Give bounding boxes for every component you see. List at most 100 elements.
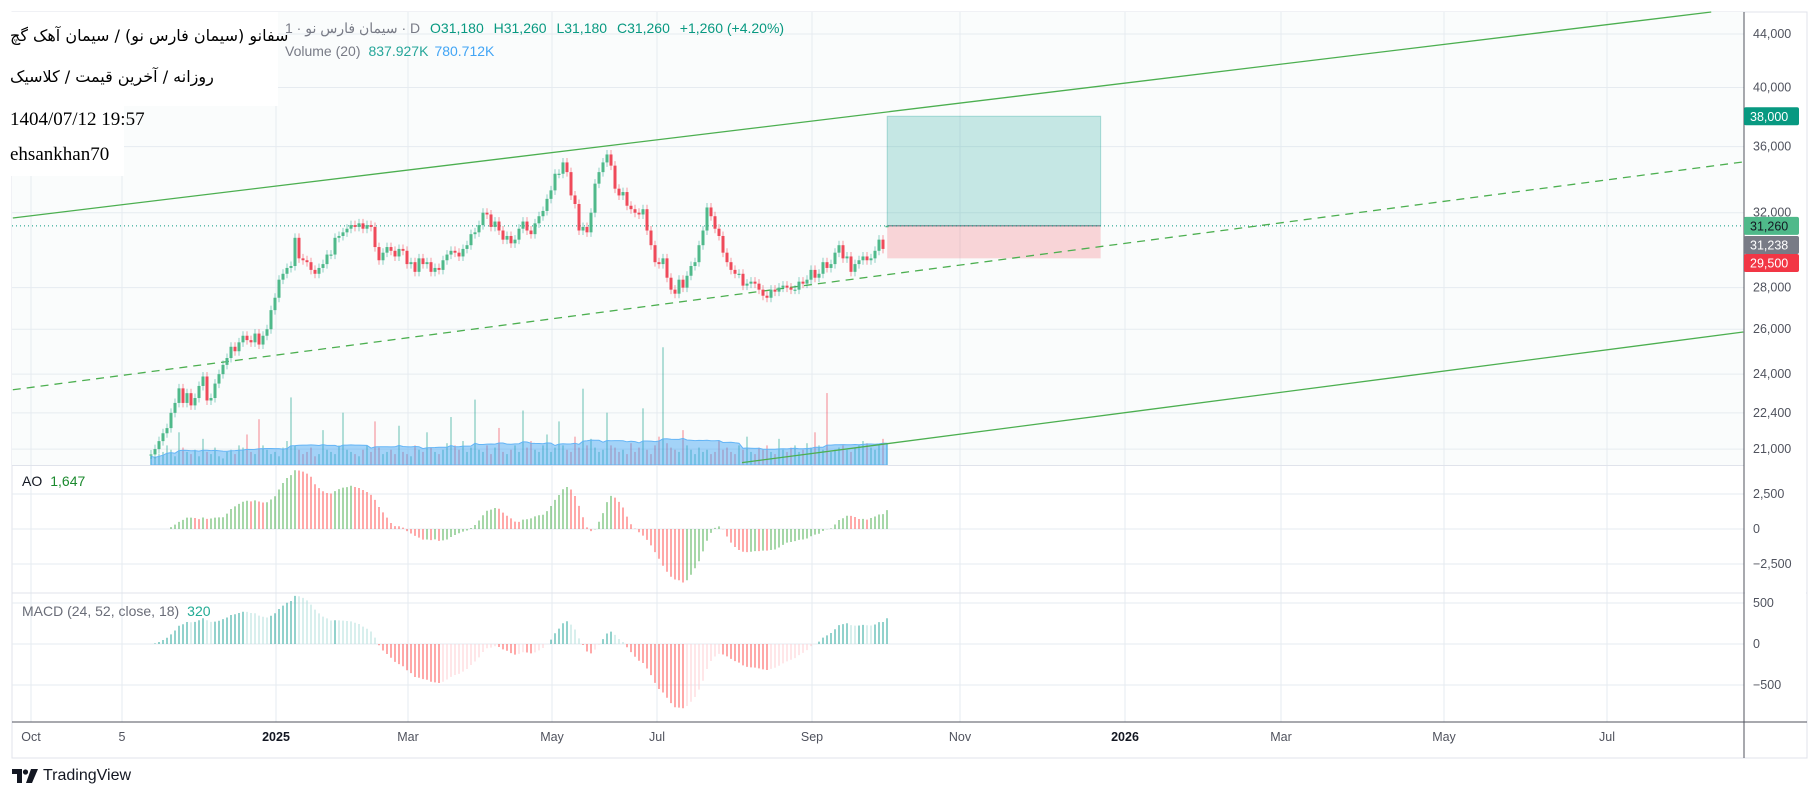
volume-bar xyxy=(470,447,472,465)
candle-body xyxy=(829,264,833,268)
volume-bar xyxy=(702,451,704,465)
legend-open: O31,180 xyxy=(430,20,484,36)
candle-body xyxy=(649,230,653,246)
candle-body xyxy=(445,254,449,261)
candle-body xyxy=(413,262,417,272)
price-axis-label: 22,400 xyxy=(1753,406,1791,420)
tradingview-brand[interactable]: TradingView xyxy=(12,767,131,785)
candle-body xyxy=(213,383,217,399)
candle-body xyxy=(585,226,589,233)
candle-body xyxy=(877,239,881,251)
candle-body xyxy=(165,428,169,434)
volume-bar xyxy=(158,454,160,465)
candle-body xyxy=(681,279,685,288)
candle-body xyxy=(229,346,233,359)
brand-name: TradingView xyxy=(43,767,132,784)
candle-body xyxy=(449,250,453,255)
volume-bar xyxy=(562,445,564,465)
volume-bar xyxy=(710,454,712,465)
candle-body xyxy=(777,287,781,292)
volume-bar xyxy=(446,443,448,465)
candle-body xyxy=(421,258,425,265)
candle-body xyxy=(273,297,277,311)
volume-bar xyxy=(330,451,332,465)
volume-bar xyxy=(678,451,680,465)
volume-bar xyxy=(842,445,844,465)
volume-bar xyxy=(558,421,560,465)
candle-body xyxy=(201,376,205,386)
time-axis-label: Mar xyxy=(1270,730,1292,744)
candle-body xyxy=(465,245,469,249)
volume-bar xyxy=(870,447,872,465)
volume-bar xyxy=(486,445,488,465)
candle-body xyxy=(265,329,269,336)
candle-body xyxy=(721,235,725,253)
volume-bar xyxy=(682,430,684,465)
volume-bar xyxy=(274,451,276,465)
candle-body xyxy=(301,258,305,261)
candle-body xyxy=(281,273,285,280)
time-axis-label: Oct xyxy=(21,730,41,744)
tradingview-logo-icon xyxy=(12,769,38,783)
volume-bar xyxy=(602,449,604,465)
macd-label: MACD (24, 52, close, 18) xyxy=(22,603,180,619)
candle-body xyxy=(377,247,381,261)
volume-bar xyxy=(510,449,512,465)
candle-body xyxy=(717,228,721,236)
candle-body xyxy=(849,256,853,272)
volume-bar xyxy=(618,451,620,465)
volume-bar xyxy=(858,445,860,465)
candle-body xyxy=(701,230,705,246)
candle-body xyxy=(557,173,561,175)
volume-bar xyxy=(610,445,612,465)
candle-body xyxy=(417,258,421,272)
volume-bar xyxy=(298,449,300,465)
candle-body xyxy=(321,264,325,268)
channel-upper-trendline[interactable] xyxy=(12,11,1712,219)
candle-body xyxy=(313,269,317,274)
volume-bar xyxy=(302,454,304,465)
candle-body xyxy=(573,195,577,205)
volume-bar xyxy=(358,456,360,465)
chart-subtitle: روزانه / آخرین قیمت / کلاسیک xyxy=(10,67,214,86)
time-axis-label: May xyxy=(1432,730,1456,744)
volume-bar xyxy=(182,447,184,465)
candle-body xyxy=(393,250,397,257)
volume-bar xyxy=(546,434,548,465)
candle-body xyxy=(233,346,237,352)
volume-bar xyxy=(594,447,596,465)
candle-body xyxy=(349,225,353,229)
candle-body xyxy=(765,295,769,298)
position-stop-zone[interactable] xyxy=(887,225,1101,259)
channel-mid-trendline[interactable] xyxy=(12,161,1744,391)
volume-bar xyxy=(786,451,788,465)
candle-body xyxy=(173,402,177,413)
snapshot-datetime: 1404/07/12 19:57 xyxy=(10,109,145,130)
candle-body xyxy=(493,221,497,227)
candle-body xyxy=(805,279,809,284)
volume-bar xyxy=(586,445,588,465)
volume-bar xyxy=(882,438,884,465)
time-axis-label: 2026 xyxy=(1111,730,1139,744)
volume-bar xyxy=(474,399,476,465)
volume-bar xyxy=(462,441,464,465)
candle-body xyxy=(325,254,329,265)
volume-bar xyxy=(466,451,468,465)
volume-bar xyxy=(422,451,424,465)
position-target-zone[interactable] xyxy=(886,115,1102,227)
candle-body xyxy=(885,225,889,228)
candle-body xyxy=(565,162,569,173)
channel-lower-trendline[interactable] xyxy=(741,331,1744,464)
candle-body xyxy=(297,237,301,259)
price-axis[interactable] xyxy=(1745,13,1806,721)
candle-body xyxy=(753,281,757,284)
volume-bar xyxy=(802,449,804,465)
time-axis-label: Sep xyxy=(801,730,823,744)
candle-body xyxy=(837,245,841,253)
candle-body xyxy=(153,449,157,455)
candle-body xyxy=(605,154,609,163)
volume-bar xyxy=(778,438,780,465)
legend-close: C31,260 xyxy=(616,20,670,36)
candle-body xyxy=(741,273,745,286)
